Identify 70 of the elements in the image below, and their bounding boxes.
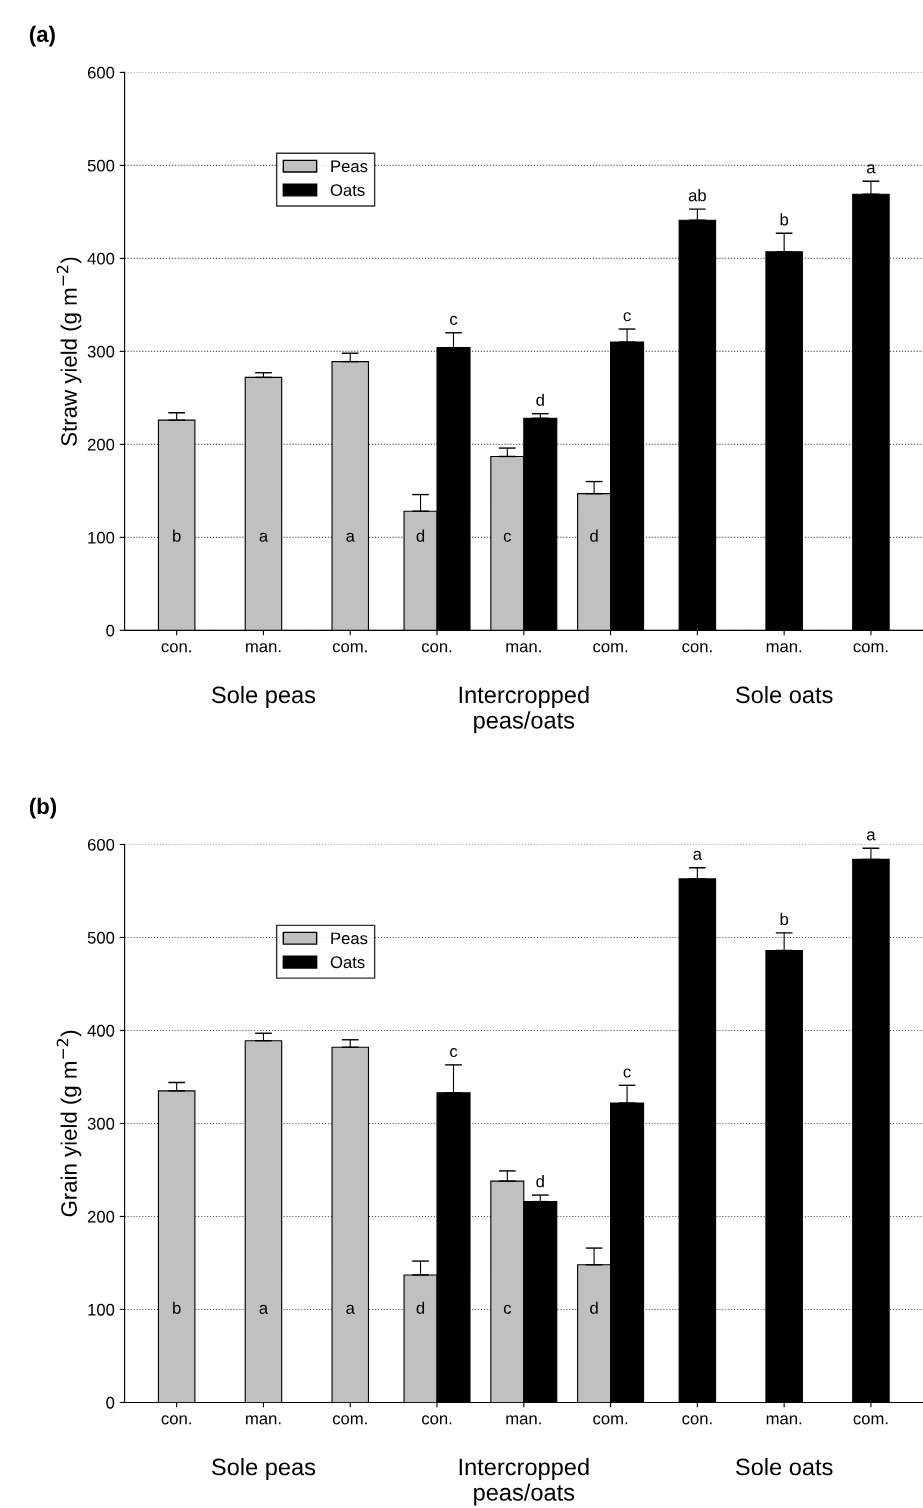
y-tick-label: 0 (106, 624, 115, 637)
x-tick-label: man. (766, 1415, 802, 1425)
x-tick-label: com. (593, 1415, 628, 1425)
x-tick-label: man. (246, 1415, 281, 1425)
y-tick-label: 100 (88, 531, 115, 544)
y-tick-label: 200 (87, 1210, 115, 1223)
x-tick-label: con. (161, 643, 191, 653)
x-tick-label: com. (853, 643, 888, 653)
data-label: a (867, 164, 876, 174)
data-label: ab (688, 189, 706, 202)
y-tick-label: 300 (87, 1117, 115, 1130)
data-label: a (693, 850, 702, 860)
y-tick-label: 0 (106, 1396, 115, 1409)
data-label: b (780, 912, 789, 926)
data-label: b (173, 529, 181, 542)
data-label: d (536, 393, 544, 406)
data-label: d (416, 1301, 425, 1314)
x-tick-label: com. (332, 643, 367, 653)
y-tick-label: 500 (87, 159, 115, 172)
x-tick-label: man. (766, 643, 802, 653)
y-tick-label: 400 (87, 252, 115, 265)
x-tick-label: con. (682, 643, 712, 653)
data-label: c (450, 315, 458, 326)
text: Sole oats (736, 685, 833, 704)
text: Sole peas (212, 685, 316, 708)
text: Sole peas (212, 1458, 316, 1481)
y-tick-label: 200 (87, 438, 115, 451)
data-label: c (450, 1047, 458, 1058)
data-label: a (346, 532, 355, 542)
x-tick-label: con. (421, 1415, 452, 1425)
data-label: d (590, 529, 598, 542)
data-label: c (503, 532, 512, 542)
x-tick-label: man. (506, 643, 541, 653)
y-tick-label: 300 (87, 345, 115, 358)
legend-label: Oats (330, 184, 365, 197)
x-tick-label: com. (593, 643, 628, 653)
data-label: c (503, 1304, 512, 1314)
data-label: c (623, 1068, 631, 1078)
y-axis-title: Straw yield (g m$^{−2}$) (56, 257, 82, 446)
data-label: a (259, 532, 269, 542)
data-label: a (259, 1304, 269, 1314)
data-label: a (867, 831, 876, 841)
y-tick-label: 400 (87, 1024, 115, 1037)
x-tick-label: con. (421, 643, 452, 653)
y-tick-label: 500 (87, 931, 115, 944)
legend-label: Oats (330, 956, 365, 969)
data-label: c (623, 312, 631, 322)
text: Sole oats (736, 1458, 833, 1476)
text: Intercropped peas/oats (459, 1458, 589, 1506)
y-tick-label: 600 (87, 66, 115, 79)
x-tick-label: con. (682, 1415, 712, 1425)
y-tick-label: 100 (88, 1303, 115, 1316)
data-label: d (590, 1301, 598, 1314)
x-tick-label: con. (161, 1415, 191, 1425)
x-tick-label: man. (506, 1415, 541, 1425)
y-axis-title: Grain yield (g m$^{−2}$) (56, 1030, 82, 1217)
chart-title: (b) (29, 797, 57, 819)
legend-label: Peas (331, 932, 368, 945)
x-tick-label: com. (332, 1415, 367, 1425)
data-label: a (346, 1304, 355, 1314)
x-tick-label: man. (246, 643, 281, 653)
data-label: b (780, 213, 789, 226)
legend-label: Peas (331, 160, 368, 173)
data-label: d (416, 529, 425, 542)
x-tick-label: com. (853, 1415, 888, 1425)
data-label: d (536, 1175, 544, 1188)
chart-title: (a) (29, 25, 55, 47)
y-tick-label: 600 (87, 838, 115, 851)
text: Intercropped peas/oats (459, 685, 589, 734)
data-label: b (173, 1301, 181, 1314)
